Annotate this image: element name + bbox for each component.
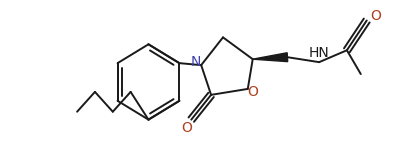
Polygon shape [253,53,288,62]
Text: N: N [191,55,202,69]
Text: HN: HN [309,46,330,60]
Text: O: O [247,85,258,99]
Text: O: O [370,9,381,23]
Text: O: O [181,121,192,135]
